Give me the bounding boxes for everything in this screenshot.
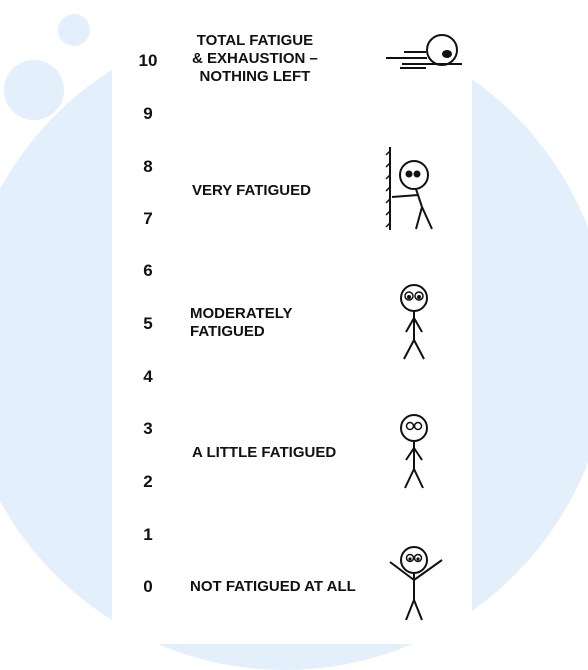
cheering-stick-figure-icon — [384, 542, 448, 622]
leaning-stick-figure-icon — [382, 145, 442, 235]
collapsed-stick-figure-icon — [382, 30, 472, 80]
label-a-little-fatigued: A LITTLE FATIGUED — [192, 444, 337, 461]
scale-number-0: 0 — [143, 577, 153, 596]
scale-number-3: 3 — [143, 419, 153, 438]
label-very-fatigued: VERY FATIGUED — [192, 182, 311, 199]
scale-number-4: 4 — [143, 367, 153, 386]
label-not-fatigued: NOT FATIGUED AT ALL — [190, 578, 356, 595]
background-bubble-small — [58, 14, 90, 46]
label-moderately-fatigued: MODERATELY FATIGUED — [190, 305, 293, 340]
scale-number-9: 9 — [143, 104, 153, 123]
label-total-fatigue: TOTAL FATIGUE & EXHAUSTION – NOTHING LEF… — [192, 32, 318, 85]
scale-number-5: 5 — [143, 314, 153, 333]
scale-number-2: 2 — [143, 472, 153, 491]
background-bubble — [4, 60, 64, 120]
tired-stick-figure-icon — [392, 282, 442, 362]
scale-number-6: 6 — [143, 261, 153, 280]
scale-number-7: 7 — [143, 209, 153, 228]
scale-number-1: 1 — [143, 525, 153, 544]
scale-number-10: 10 — [138, 51, 158, 70]
standing-stick-figure-icon — [392, 412, 442, 492]
scale-number-8: 8 — [143, 157, 153, 176]
